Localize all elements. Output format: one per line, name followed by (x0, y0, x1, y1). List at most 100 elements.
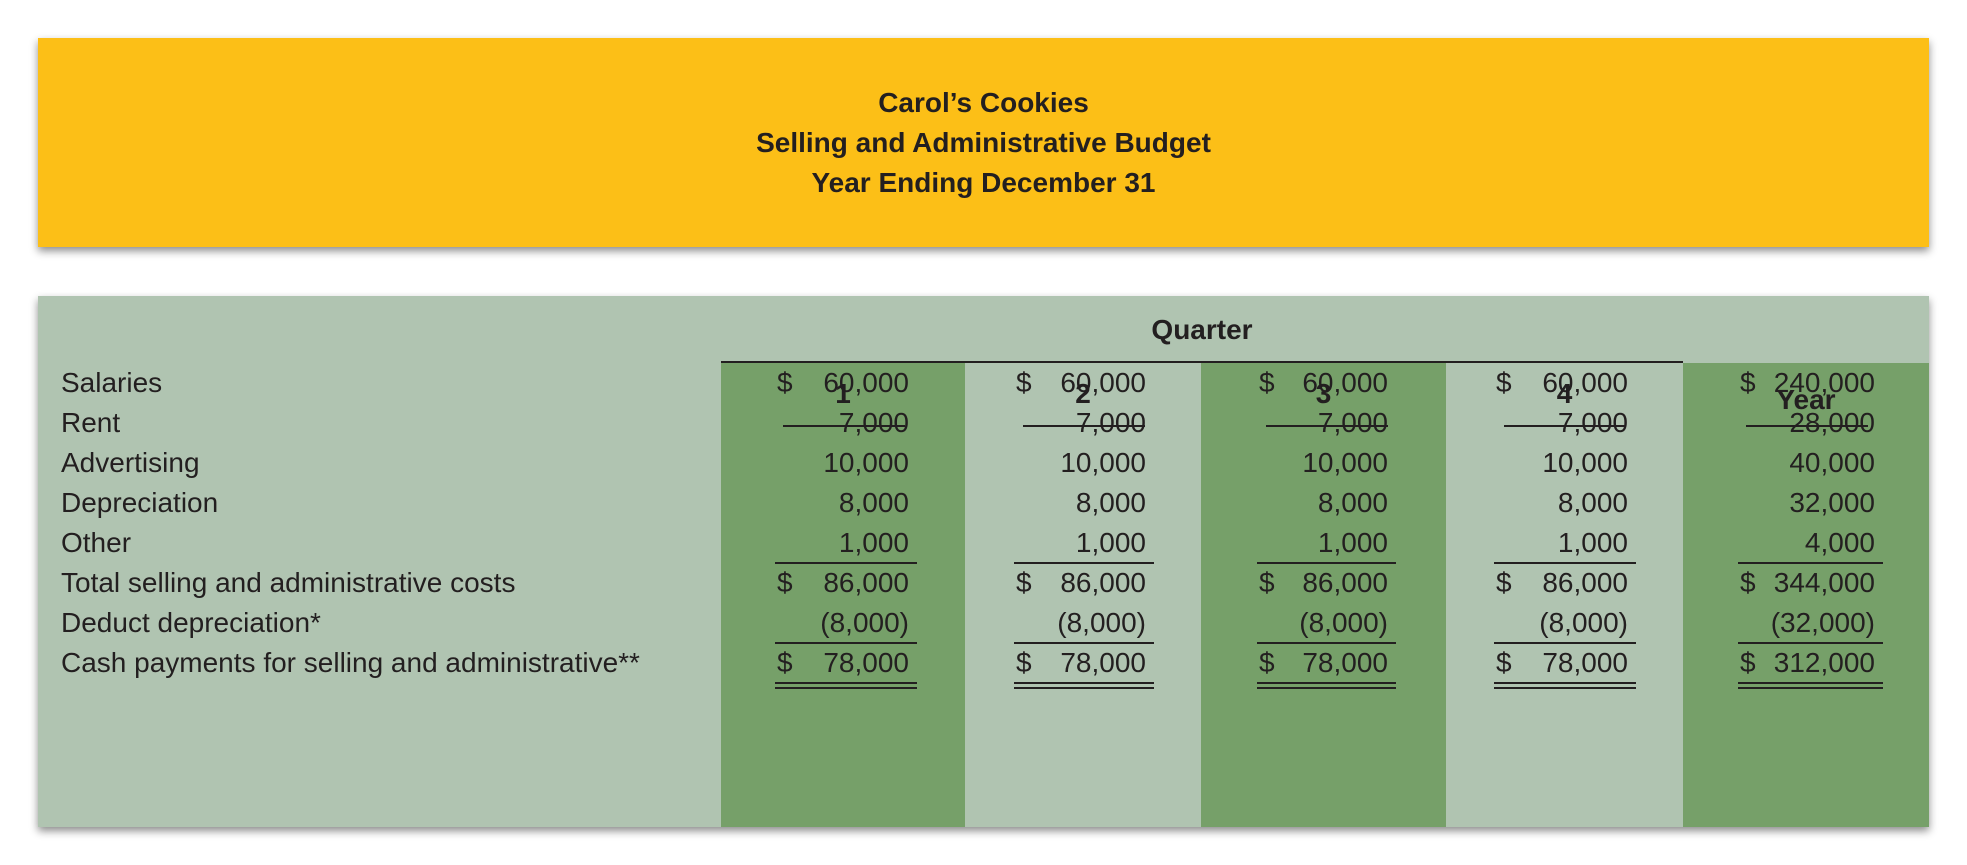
cell-value: 8,000 (838, 487, 909, 518)
cell-col-year: 32,000 (1740, 483, 1875, 523)
row-label: Cash payments for selling and administra… (61, 647, 640, 678)
cell-col-1: 7,000 (777, 403, 909, 443)
cell-col-3: 1,000 (1259, 523, 1388, 563)
cell-value: 78,000 (1302, 647, 1388, 678)
cell-col-year: 40,000 (1740, 443, 1875, 483)
cell-col-3: 10,000 (1259, 443, 1388, 483)
dollar-sign: $ (1016, 567, 1032, 598)
cell-value: (8,000) (820, 607, 909, 638)
cell-value: (8,000) (1539, 607, 1628, 638)
subtotal-rule (1738, 642, 1883, 644)
cell-col-2: $78,000 (1016, 643, 1146, 683)
report-header: Carol’s Cookies Selling and Administrati… (38, 38, 1929, 247)
column-header-rule (783, 425, 905, 427)
dollar-sign: $ (1259, 367, 1275, 398)
cell-value: 312,000 (1773, 647, 1875, 678)
cell-col-2: $60,000 (1016, 363, 1146, 403)
subtotal-rule (1738, 562, 1883, 564)
row-label: Depreciation (61, 487, 219, 518)
column-header-1: 1 (835, 378, 851, 409)
cell-value: 10,000 (1302, 447, 1388, 478)
cell-col-4: 7,000 (1496, 403, 1628, 443)
subtotal-rule (1494, 562, 1636, 564)
dollar-sign: $ (1496, 567, 1512, 598)
cell-col-4: $60,000 (1496, 363, 1628, 403)
dollar-sign: $ (1496, 647, 1512, 678)
column-header-year: Year (1776, 384, 1836, 415)
subtotal-rule (1014, 562, 1154, 564)
double-rule-bottom (1494, 687, 1636, 689)
cell-col-2: (8,000) (1016, 603, 1146, 643)
column-header-4: 4 (1556, 378, 1573, 409)
cell-value: 86,000 (1542, 567, 1628, 598)
column-header-rule (1746, 425, 1868, 427)
row-label: Advertising (61, 447, 200, 478)
subtotal-rule (1257, 562, 1396, 564)
cell-col-3: $60,000 (1259, 363, 1388, 403)
cell-value: 8,000 (1075, 487, 1146, 518)
column-band-4 (1446, 363, 1683, 827)
double-rule-top (1257, 682, 1396, 684)
cell-value: 1,000 (1075, 527, 1146, 558)
column-header-rule (1266, 425, 1388, 427)
cell-value: 7,000 (1317, 407, 1388, 438)
cell-col-year: $240,000 (1740, 363, 1875, 403)
cell-col-1: (8,000) (777, 603, 909, 643)
quarter-group-header: Quarter (1151, 314, 1253, 345)
cell-value: 60,000 (1542, 367, 1628, 398)
double-rule-bottom (1014, 687, 1154, 689)
cell-value: 78,000 (823, 647, 909, 678)
column-header-rule (1504, 425, 1626, 427)
double-rule-top (1494, 682, 1636, 684)
column-band-1 (721, 363, 965, 827)
cell-col-2: 7,000 (1016, 403, 1146, 443)
cell-col-1: 10,000 (777, 443, 909, 483)
cell-col-4: 1,000 (1496, 523, 1628, 563)
cell-value: 28,000 (1789, 407, 1875, 438)
subtotal-rule (775, 562, 917, 564)
cell-value: 86,000 (823, 567, 909, 598)
column-band-2 (965, 363, 1201, 827)
cell-col-3: (8,000) (1259, 603, 1388, 643)
double-rule-top (1738, 682, 1883, 684)
dollar-sign: $ (1740, 567, 1756, 598)
cell-value: 344,000 (1773, 567, 1875, 598)
column-header-rule (1023, 425, 1145, 427)
dollar-sign: $ (1496, 367, 1512, 398)
budget-table: Quarter 1 2 3 4 Year Salaries $60,000 $60,… (38, 296, 1929, 827)
report-period: Year Ending December 31 (811, 166, 1156, 198)
cell-value: 1,000 (1557, 527, 1628, 558)
cell-col-2: 10,000 (1016, 443, 1146, 483)
cell-col-4: (8,000) (1496, 603, 1628, 643)
cell-value: 40,000 (1789, 447, 1875, 478)
cell-value: 8,000 (1557, 487, 1628, 518)
quarter-header-rule (721, 361, 1683, 363)
cell-value: 60,000 (823, 367, 909, 398)
cell-col-1: $78,000 (777, 643, 909, 683)
cell-value: 7,000 (838, 407, 909, 438)
cell-col-4: $78,000 (1496, 643, 1628, 683)
double-rule-bottom (1257, 687, 1396, 689)
cell-value: 86,000 (1302, 567, 1388, 598)
cell-value: 7,000 (1557, 407, 1628, 438)
double-rule-bottom (1738, 687, 1883, 689)
cell-value: 1,000 (838, 527, 909, 558)
row-label: Other (61, 527, 132, 558)
row-label: Salaries (61, 367, 163, 398)
dollar-sign: $ (1016, 367, 1032, 398)
cell-col-1: 8,000 (777, 483, 909, 523)
double-rule-bottom (775, 687, 917, 689)
row-label: Total selling and administrative costs (61, 567, 516, 598)
dollar-sign: $ (777, 367, 793, 398)
cell-col-year: 4,000 (1740, 523, 1875, 563)
cell-col-year: 28,000 (1740, 403, 1875, 443)
column-header-2: 2 (1075, 378, 1091, 409)
dollar-sign: $ (1259, 567, 1275, 598)
cell-col-1: $86,000 (777, 563, 909, 603)
cell-value: 8,000 (1317, 487, 1388, 518)
subtotal-rule (1257, 642, 1396, 644)
report-title: Selling and Administrative Budget (756, 126, 1211, 158)
dollar-sign: $ (1740, 367, 1756, 398)
cell-col-2: 8,000 (1016, 483, 1146, 523)
cell-value: 10,000 (1060, 447, 1146, 478)
